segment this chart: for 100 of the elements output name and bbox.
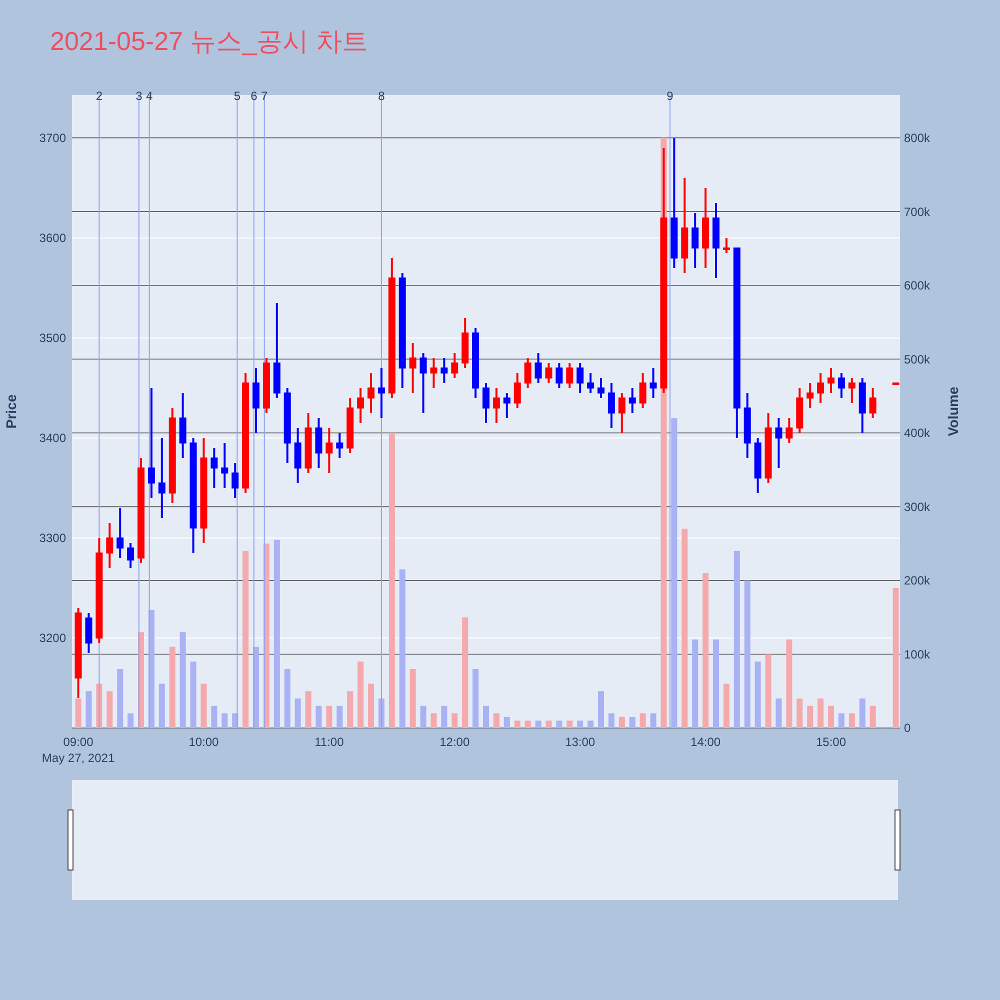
bar <box>472 668 479 728</box>
bar <box>546 720 552 728</box>
candlestick <box>556 362 563 389</box>
bar <box>169 646 176 728</box>
candlestick <box>492 387 500 424</box>
bar <box>420 706 426 728</box>
ref-line-label: 9 <box>666 89 674 103</box>
bar <box>848 713 855 728</box>
candlestick <box>368 372 374 414</box>
ref-line-label: 3 <box>136 89 143 103</box>
bar <box>493 713 500 728</box>
candlestick <box>786 417 793 444</box>
candlestick <box>692 212 699 269</box>
y2-tick-label: 700k <box>904 204 932 219</box>
bar <box>608 713 614 728</box>
y2-tick-label: 300k <box>904 500 932 514</box>
bar <box>859 698 866 728</box>
bar <box>577 720 584 728</box>
candlestick <box>650 367 657 399</box>
bar <box>723 684 730 728</box>
bar <box>305 691 312 728</box>
candlestick <box>158 437 166 519</box>
y2-tick-label: 800k <box>904 130 932 145</box>
text: May 27, 2021 <box>42 751 115 765</box>
y2-tick-label: 500k <box>904 352 932 366</box>
candlestick <box>817 372 824 404</box>
bar <box>106 691 113 728</box>
bar <box>828 706 834 728</box>
y2-axis-title: Volume <box>945 386 961 436</box>
bar <box>358 662 364 728</box>
bar <box>744 580 750 728</box>
bar <box>284 668 290 728</box>
candlestick <box>534 352 542 384</box>
bar <box>274 540 280 728</box>
bar <box>892 588 899 728</box>
bar <box>702 573 709 728</box>
candlestick <box>451 352 458 379</box>
bar <box>326 706 332 728</box>
y2-tick-label: 100k <box>904 647 932 662</box>
y-axis-title: Price <box>3 394 19 429</box>
bar <box>86 691 92 728</box>
ref-line-label: 7 <box>261 89 268 103</box>
y-tick-label: 3500 <box>39 331 66 346</box>
bar <box>629 716 636 728</box>
bar <box>117 668 124 728</box>
candlestick <box>232 462 239 499</box>
candlestick <box>608 382 615 429</box>
bar <box>483 706 489 728</box>
y-tick-label: 3600 <box>39 231 66 246</box>
bar <box>211 706 218 728</box>
bar <box>838 713 844 728</box>
ref-line-label: 5 <box>234 89 241 103</box>
x-tick-label: 15:00 <box>816 735 846 749</box>
y-tick-label: 3400 <box>39 431 66 446</box>
bar <box>765 654 772 728</box>
bar <box>807 706 814 728</box>
x-tick-label: 14:00 <box>690 735 721 749</box>
candlestick <box>127 542 134 569</box>
candlestick <box>828 367 834 394</box>
y2-tick-label: 600k <box>904 278 932 293</box>
candlestick <box>210 447 218 489</box>
candlestick <box>639 372 646 409</box>
bar <box>640 713 646 728</box>
y2-tick-label: 200k <box>904 574 932 588</box>
bar <box>598 691 604 728</box>
bar <box>441 706 448 728</box>
bar <box>671 418 678 728</box>
bar <box>556 720 562 728</box>
candlestick <box>106 522 114 569</box>
candlestick <box>148 387 155 499</box>
x-tick-label: 13:00 <box>565 735 596 749</box>
x-tick-label: 09:00 <box>63 735 94 749</box>
ref-line-label: 6 <box>250 89 258 103</box>
candlestick <box>221 442 228 489</box>
bar <box>294 698 301 728</box>
candlestick <box>326 427 333 474</box>
y-tick-label: 3200 <box>39 631 66 646</box>
bar <box>368 684 374 728</box>
bar <box>504 716 510 728</box>
candlestick <box>420 352 427 414</box>
bar <box>316 706 322 728</box>
bar <box>399 569 406 728</box>
y-tick-label: 3700 <box>39 131 66 146</box>
candlestick <box>587 372 594 394</box>
candlestick <box>806 382 814 409</box>
y2-tick-label: 400k <box>904 426 932 440</box>
candlestick <box>869 387 876 419</box>
bar <box>242 550 249 728</box>
candlestick <box>598 377 604 399</box>
candlestick <box>503 392 510 419</box>
bar <box>158 684 165 728</box>
y2-tick-label: 0 <box>904 721 911 736</box>
bar <box>336 706 343 728</box>
bar <box>618 716 625 728</box>
bar <box>588 720 594 728</box>
bar <box>128 713 134 728</box>
bar <box>535 720 542 728</box>
bar <box>754 662 761 728</box>
candlestick <box>566 362 574 389</box>
candlestick <box>722 237 730 254</box>
